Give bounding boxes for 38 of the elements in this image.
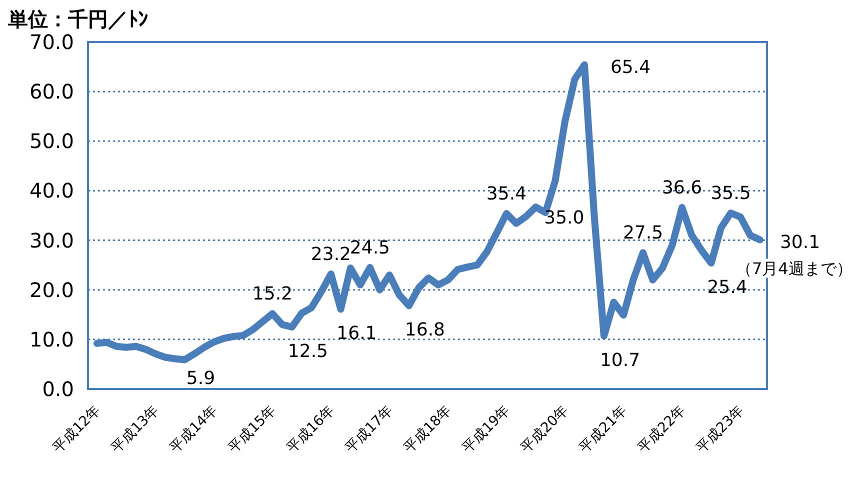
x-tick-label: 平成15年 (226, 402, 280, 456)
y-tick-label: 50.0 (29, 129, 74, 154)
data-label: 10.7 (600, 350, 640, 371)
y-tick-label: 10.0 (29, 327, 74, 352)
data-label: 35.5 (710, 183, 751, 204)
data-label: 36.6 (662, 178, 702, 199)
y-tick-label: 70.0 (29, 30, 74, 54)
y-tick-label: 40.0 (29, 178, 74, 203)
data-label: 30.1 (780, 232, 820, 253)
data-label: 12.5 (288, 341, 328, 362)
x-tick-label: 平成17年 (342, 402, 396, 456)
x-tick-label: 平成20年 (518, 402, 572, 456)
data-label: 16.8 (404, 320, 446, 341)
x-tick-label: 平成14年 (167, 402, 221, 456)
x-tick-label: 平成19年 (460, 402, 514, 456)
x-tick-label: 平成12年 (50, 402, 104, 456)
x-tick-label: 平成16年 (284, 402, 338, 456)
x-tick-label: 平成13年 (108, 402, 162, 456)
data-label: 23.2 (310, 244, 352, 265)
y-tick-label: 30.0 (29, 228, 74, 252)
x-tick-label: 平成21年 (576, 402, 630, 456)
data-label: 27.5 (622, 222, 664, 244)
y-tick-label: 20.0 (29, 278, 74, 302)
annotation: （7月4週まで） (736, 258, 852, 278)
x-tick-label: 平成18年 (401, 402, 455, 456)
y-tick-label: 0.0 (42, 377, 74, 401)
y-axis-title: 単位：千円／ﾄﾝ (7, 7, 148, 31)
data-label: 5.9 (186, 368, 216, 389)
data-label: 65.4 (610, 56, 651, 78)
x-tick-label: 平成23年 (694, 402, 748, 456)
data-label: 25.4 (707, 277, 748, 298)
data-label: 35.0 (544, 208, 584, 228)
data-label: 16.1 (336, 323, 377, 344)
data-label: 24.5 (350, 238, 390, 259)
x-tick-label: 平成22年 (635, 402, 689, 456)
y-tick-label: 60.0 (29, 80, 74, 104)
data-label: 15.2 (252, 284, 293, 305)
data-label: 35.4 (486, 184, 527, 205)
